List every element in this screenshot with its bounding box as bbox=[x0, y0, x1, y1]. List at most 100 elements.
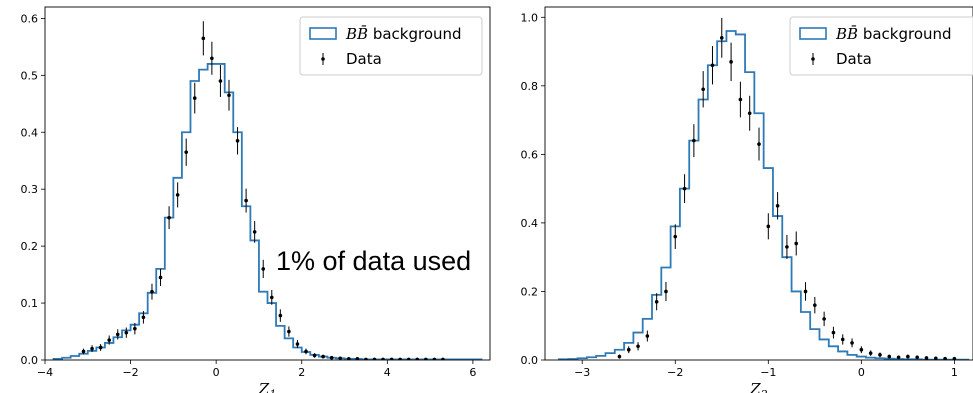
y-tick-label: 0.5 bbox=[21, 69, 39, 82]
data-point bbox=[141, 315, 146, 320]
data-point bbox=[738, 97, 743, 102]
data-point bbox=[794, 241, 799, 246]
legend-label-background: BB̄ background bbox=[835, 25, 952, 43]
data-point bbox=[124, 330, 129, 335]
x-axis-label: Z1 bbox=[258, 380, 276, 393]
legend-label-suffix: background bbox=[368, 25, 462, 43]
data-point bbox=[355, 357, 360, 360]
x-tick-label: −4 bbox=[37, 366, 53, 379]
data-point bbox=[887, 354, 892, 359]
y-tick-label: 0.4 bbox=[21, 126, 39, 139]
data-point bbox=[636, 344, 640, 349]
x-axis-label-subscript: 2 bbox=[760, 388, 768, 393]
x-axis-label: Z2 bbox=[749, 380, 767, 393]
data-point bbox=[617, 354, 622, 359]
data-points bbox=[617, 17, 957, 360]
chart-z1: 0.0 0.1 0.2 0.3 0.4 0.5 0.6 −4 −2 0 2 4 6 Z1 BB̄ backg… bbox=[21, 6, 491, 393]
legend: BB̄ background Data bbox=[299, 16, 483, 76]
data-point bbox=[933, 356, 938, 360]
data-point bbox=[261, 267, 266, 271]
data-point bbox=[803, 289, 808, 294]
data-point bbox=[90, 346, 94, 351]
y-tick-label: 0.3 bbox=[21, 183, 39, 196]
x-axis-label-subscript: 1 bbox=[269, 388, 276, 393]
data-point bbox=[775, 203, 780, 208]
data-point bbox=[346, 357, 351, 360]
data-point bbox=[626, 347, 631, 352]
legend-swatch-background bbox=[799, 27, 827, 40]
y-tick-label: 0.0 bbox=[521, 354, 539, 367]
data-point bbox=[329, 355, 334, 360]
data-point bbox=[766, 224, 771, 229]
data-point bbox=[150, 289, 154, 294]
data-point bbox=[878, 353, 882, 357]
data-point bbox=[850, 341, 854, 345]
data-point bbox=[664, 289, 668, 294]
data-point bbox=[235, 138, 240, 143]
x-tick-label: 4 bbox=[384, 366, 391, 379]
data-point bbox=[710, 63, 715, 68]
data-point bbox=[218, 79, 223, 83]
data-point bbox=[757, 142, 761, 146]
data-point bbox=[389, 357, 394, 360]
legend-label-background: BB̄ background bbox=[345, 25, 462, 43]
y-tick-label: 0.2 bbox=[521, 285, 539, 298]
legend-label-math: BB̄ bbox=[835, 25, 858, 43]
chart-z2: 0.0 0.2 0.4 0.6 0.8 1.0 −3 −2 −1 0 1 Z2 BB̄ backgrou… bbox=[521, 6, 973, 393]
data-point bbox=[785, 245, 789, 249]
y-tick-label: 0.0 bbox=[21, 354, 39, 367]
data-point bbox=[859, 347, 864, 352]
data-point bbox=[943, 356, 947, 360]
y-tick-label: 0.2 bbox=[21, 240, 39, 253]
data-point bbox=[822, 317, 826, 321]
x-tick-label: −3 bbox=[574, 366, 590, 379]
data-point bbox=[952, 356, 957, 360]
data-point bbox=[868, 351, 873, 355]
data-point bbox=[167, 215, 171, 220]
data-point bbox=[432, 357, 437, 360]
data-point bbox=[175, 193, 180, 197]
data-point bbox=[729, 60, 733, 64]
x-tick-label: −1 bbox=[760, 366, 776, 379]
x-tick-label: 0 bbox=[858, 366, 865, 379]
background-step-line bbox=[558, 30, 970, 360]
data-point bbox=[645, 334, 650, 338]
data-point bbox=[406, 357, 411, 360]
data-point bbox=[415, 357, 420, 360]
x-tick-label: 1 bbox=[951, 366, 958, 379]
data-point bbox=[227, 93, 231, 98]
data-point bbox=[244, 198, 248, 203]
x-tick-label: 0 bbox=[213, 366, 220, 379]
data-points bbox=[81, 21, 445, 360]
data-point bbox=[158, 275, 163, 280]
data-point bbox=[398, 357, 402, 360]
data-point bbox=[98, 345, 103, 350]
data-point bbox=[321, 354, 325, 359]
data-point bbox=[719, 36, 724, 40]
data-point bbox=[81, 349, 86, 354]
data-point bbox=[915, 355, 919, 360]
legend-point bbox=[321, 57, 325, 61]
data-point bbox=[364, 357, 368, 360]
data-point bbox=[813, 303, 817, 307]
data-point bbox=[692, 138, 696, 143]
plot-frame bbox=[44, 6, 491, 361]
data-point bbox=[184, 150, 189, 154]
y-tick-label: 0.8 bbox=[521, 80, 539, 93]
data-point bbox=[896, 355, 901, 360]
data-point bbox=[133, 326, 137, 331]
legend-label-math: BB̄ bbox=[345, 25, 368, 43]
data-point bbox=[381, 357, 385, 360]
data-point bbox=[338, 356, 343, 360]
data-point bbox=[682, 186, 687, 191]
data-point bbox=[192, 96, 197, 100]
data-point bbox=[304, 349, 308, 354]
legend-swatch-background bbox=[309, 27, 337, 40]
x-tick-label: 2 bbox=[298, 366, 305, 379]
data-point bbox=[252, 230, 257, 234]
data-point bbox=[441, 357, 445, 360]
data-point bbox=[210, 56, 214, 61]
data-point bbox=[906, 354, 910, 359]
y-tick-label: 0.6 bbox=[521, 148, 539, 161]
data-point bbox=[831, 330, 836, 335]
